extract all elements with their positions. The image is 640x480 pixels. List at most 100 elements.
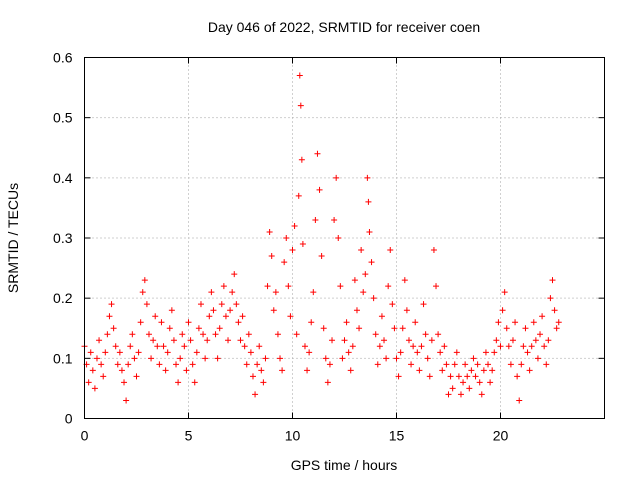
y-tick-label: 0.5 [53,110,73,126]
data-point [460,379,467,386]
data-point [277,355,284,362]
data-point [258,367,265,374]
data-point [362,271,369,278]
data-point [547,295,554,302]
data-point [268,253,275,260]
data-point [324,379,331,386]
data-point [349,343,356,350]
data-point [110,325,117,332]
data-point [537,331,544,338]
data-point [381,337,388,344]
data-point [518,361,525,368]
data-point [189,361,196,368]
data-point [389,301,396,308]
data-point [264,283,271,290]
y-tick-label: 0.2 [53,290,73,306]
data-point [104,331,111,338]
data-point [414,349,421,356]
data-point [123,397,130,404]
data-point [287,313,294,320]
y-tick-label: 0.3 [53,230,73,246]
data-point [395,373,402,380]
data-point [451,361,458,368]
y-tick-label: 0.6 [53,50,73,66]
data-point [108,301,115,308]
data-point [374,361,381,368]
data-point [364,174,371,181]
data-point [457,391,464,398]
data-point [322,355,329,362]
data-point [152,313,159,320]
data-point [235,319,242,326]
data-point [154,343,161,350]
data-point [507,361,514,368]
data-point [353,307,360,314]
data-point [370,295,377,302]
data-point [193,349,200,356]
data-point [291,222,298,229]
data-point [408,361,415,368]
data-point [114,361,121,368]
data-point [476,379,483,386]
data-point [418,343,425,350]
y-tick-label: 0 [65,411,73,427]
data-point [532,337,539,344]
data-point [520,343,527,350]
data-point [516,397,523,404]
data-point [202,355,209,362]
data-point [391,325,398,332]
data-point [295,192,302,199]
data-point [372,331,379,338]
data-point [439,367,446,374]
data-point [343,319,350,326]
data-point [237,337,244,344]
data-point [212,331,219,338]
data-point [545,337,552,344]
plot-frame [84,57,605,419]
data-point [499,307,506,314]
data-point [220,283,227,290]
data-point [422,331,429,338]
data-point [489,367,496,374]
data-point [497,343,504,350]
data-point [387,247,394,254]
data-point [204,337,211,344]
data-point [304,367,311,374]
data-point [412,319,419,326]
data-point [410,343,417,350]
data-point [125,361,132,368]
data-point [485,361,492,368]
data-point [116,349,123,356]
data-point [185,319,192,326]
data-point [493,337,500,344]
data-point [333,174,340,181]
data-point [227,307,234,314]
data-point [399,325,406,332]
data-point [437,349,444,356]
data-point [241,343,248,350]
data-point [341,337,348,344]
data-point [158,319,165,326]
data-point [551,307,558,314]
data-point [337,283,344,290]
x-tick-label: 5 [185,428,193,444]
data-point [449,385,456,392]
data-point [316,186,323,193]
data-point [200,331,207,338]
data-point [435,331,442,338]
data-point [383,355,390,362]
data-point [339,355,346,362]
data-point [539,313,546,320]
data-point [164,349,171,356]
data-point [360,289,367,296]
data-point [393,355,400,362]
data-point [289,247,296,254]
data-point [137,319,144,326]
x-axis-label: GPS time / hours [291,457,398,473]
data-point [385,283,392,290]
data-point [326,361,333,368]
data-point [139,289,146,296]
data-point [430,247,437,254]
data-point [478,391,485,398]
